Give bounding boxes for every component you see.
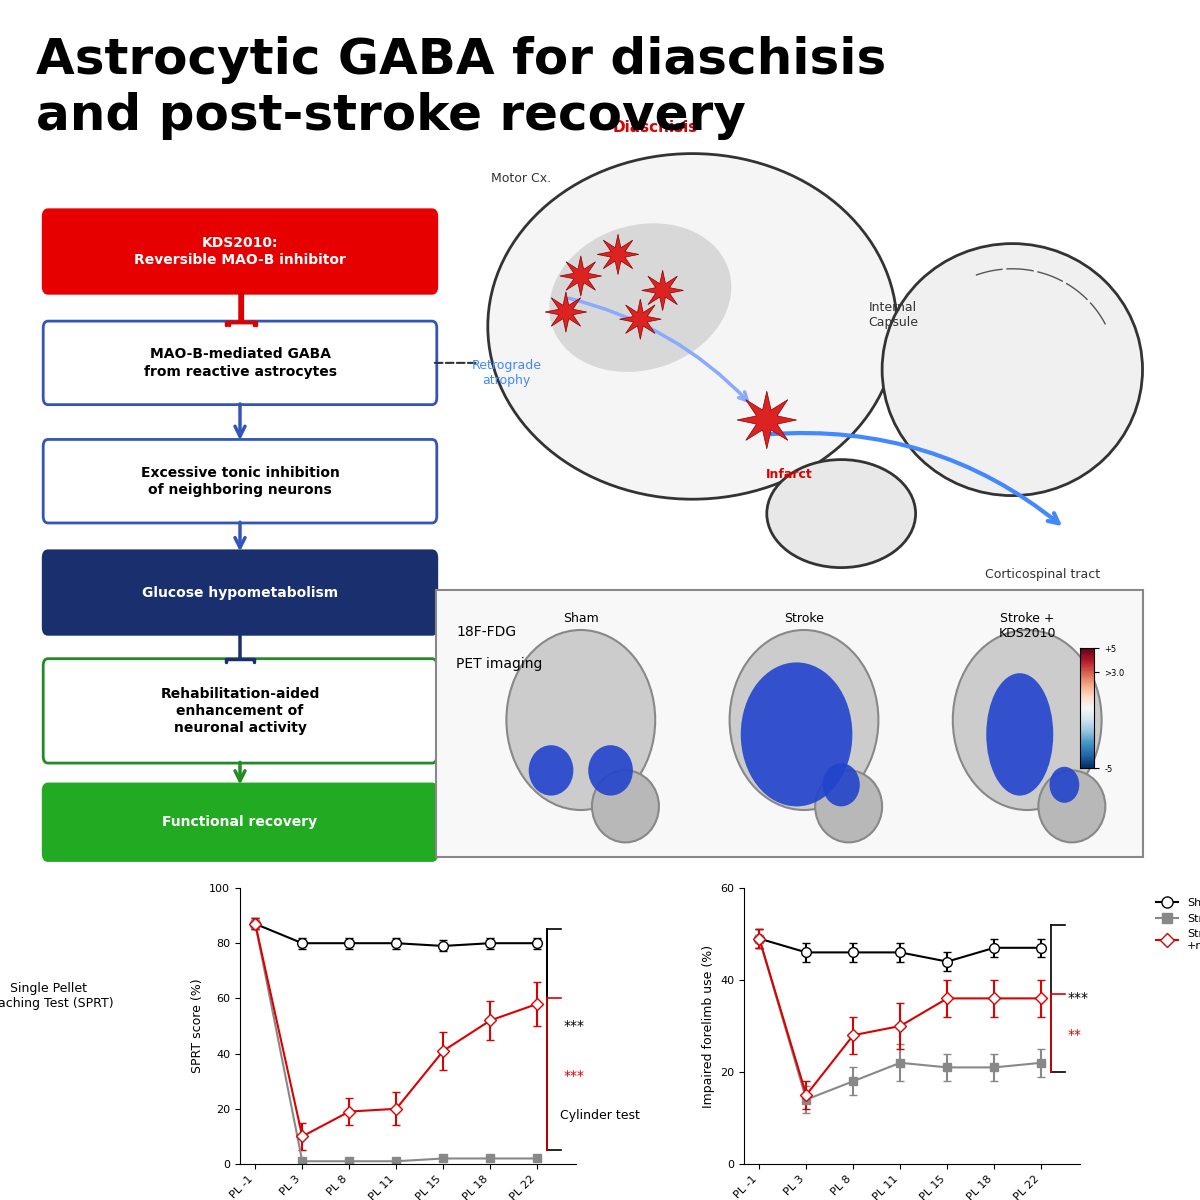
Ellipse shape [592,770,659,842]
Polygon shape [619,299,661,340]
Text: ***: *** [1067,991,1088,1006]
Ellipse shape [767,460,916,568]
Polygon shape [598,234,638,275]
Ellipse shape [488,154,898,499]
Text: Diaschisis: Diaschisis [612,120,698,134]
FancyBboxPatch shape [43,551,437,635]
Text: 18F-FDG

PET imaging: 18F-FDG PET imaging [456,625,542,671]
FancyBboxPatch shape [43,784,437,860]
Text: Infarct: Infarct [766,468,812,480]
Polygon shape [737,391,797,449]
Ellipse shape [1050,767,1079,803]
Text: Sham: Sham [563,612,599,625]
Text: Corticospinal tract: Corticospinal tract [984,569,1099,581]
Text: Single Pellet
Reaching Test (SPRT): Single Pellet Reaching Test (SPRT) [0,982,114,1010]
Text: Astrocytic GABA for diaschisis
and post-stroke recovery: Astrocytic GABA for diaschisis and post-… [36,36,887,139]
Text: ***: *** [563,1019,584,1033]
FancyBboxPatch shape [43,439,437,523]
Text: Motor Cx.: Motor Cx. [491,173,551,185]
Text: Rehabilitation-aided
enhancement of
neuronal activity: Rehabilitation-aided enhancement of neur… [161,686,319,736]
Legend: Sham, Stroke, Stroke+KDS
+rehab: Sham, Stroke, Stroke+KDS +rehab [1151,894,1200,955]
Text: Stroke +
KDS2010: Stroke + KDS2010 [998,612,1056,640]
Ellipse shape [986,673,1054,796]
Y-axis label: SPRT score (%): SPRT score (%) [191,979,204,1073]
Text: Excessive tonic inhibition
of neighboring neurons: Excessive tonic inhibition of neighborin… [140,466,340,497]
Ellipse shape [1038,770,1105,842]
FancyBboxPatch shape [43,322,437,404]
Polygon shape [545,292,587,332]
Text: Cylinder test: Cylinder test [560,1110,640,1122]
Polygon shape [642,270,684,311]
Text: KDS2010:
Reversible MAO-B inhibitor: KDS2010: Reversible MAO-B inhibitor [134,236,346,268]
Text: Glucose hypometabolism: Glucose hypometabolism [142,586,338,600]
FancyBboxPatch shape [43,659,437,763]
Ellipse shape [588,745,632,796]
Polygon shape [560,256,601,296]
Ellipse shape [882,244,1142,496]
Text: **: ** [1067,1028,1081,1042]
FancyBboxPatch shape [436,590,1142,857]
Ellipse shape [529,745,574,796]
Text: Retrograde
atrophy: Retrograde atrophy [472,359,541,386]
Text: Internal
Capsule: Internal Capsule [869,301,918,330]
Text: Functional recovery: Functional recovery [162,815,318,829]
Y-axis label: Impaired forelimb use (%): Impaired forelimb use (%) [702,944,714,1108]
Ellipse shape [550,223,731,372]
Ellipse shape [953,630,1102,810]
Text: ***: *** [563,1069,584,1082]
Ellipse shape [815,770,882,842]
Text: Stroke: Stroke [784,612,824,625]
Ellipse shape [506,630,655,810]
FancyBboxPatch shape [43,210,437,293]
Ellipse shape [823,763,860,806]
Ellipse shape [740,662,852,806]
Ellipse shape [730,630,878,810]
Text: MAO-B-mediated GABA
from reactive astrocytes: MAO-B-mediated GABA from reactive astroc… [144,347,336,378]
